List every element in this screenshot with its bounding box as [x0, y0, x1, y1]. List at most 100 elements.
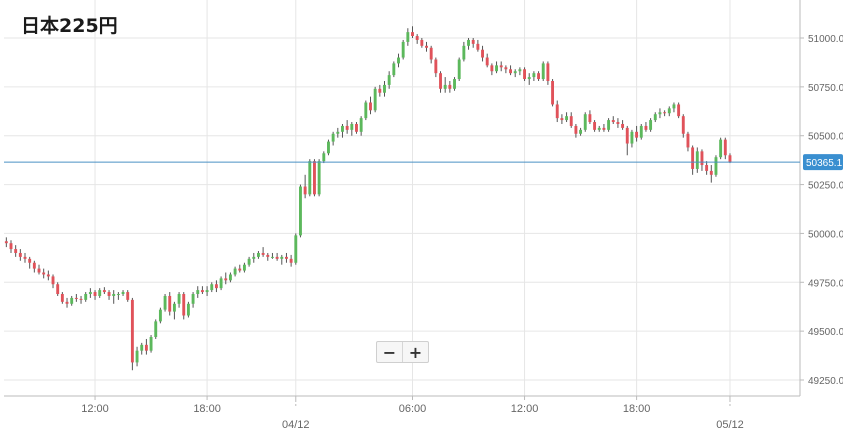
- candle-body-down: [681, 116, 685, 134]
- candle: [504, 65, 508, 74]
- candle: [289, 254, 293, 267]
- candle-body-up: [579, 129, 583, 134]
- candle-body-down: [691, 147, 695, 169]
- candle-body-up: [186, 303, 190, 316]
- candle: [588, 110, 592, 124]
- candle-body-up: [392, 63, 396, 76]
- candle: [4, 237, 8, 248]
- candle: [369, 96, 372, 115]
- candle: [252, 252, 256, 263]
- candle-body-up: [88, 292, 92, 295]
- candle-body-down: [289, 258, 293, 263]
- candle-body-down: [476, 43, 480, 50]
- candle: [527, 73, 531, 85]
- candle-body-up: [252, 256, 256, 259]
- candle-body-up: [98, 290, 102, 296]
- candle-body-down: [663, 112, 667, 114]
- candle-body-up: [583, 114, 587, 130]
- candles-layer: [4, 26, 732, 371]
- candle-body-up: [116, 294, 120, 296]
- candle: [303, 174, 307, 199]
- candle: [593, 120, 597, 132]
- candle: [406, 28, 410, 46]
- candle: [135, 346, 139, 367]
- candle-body-down: [593, 122, 597, 130]
- candle: [387, 71, 391, 89]
- candle-body-down: [635, 131, 639, 138]
- candle-body-up: [140, 344, 144, 351]
- candle-body-up: [518, 69, 522, 72]
- candle: [79, 295, 83, 304]
- candle-body-down: [23, 256, 27, 259]
- candle-body-down: [37, 268, 41, 273]
- candle-body-down: [411, 32, 414, 37]
- candle: [565, 112, 569, 123]
- candle-body-down: [355, 123, 358, 132]
- candle: [485, 53, 489, 68]
- y-tick-label: 50500.0: [808, 132, 843, 143]
- candle-body-down: [611, 120, 615, 123]
- candle-body-down: [238, 268, 242, 271]
- candle: [196, 286, 200, 298]
- candle: [686, 131, 690, 152]
- candle: [700, 149, 704, 171]
- candle-body-up: [457, 59, 461, 80]
- candle-body-up: [280, 256, 284, 259]
- candle: [65, 297, 69, 308]
- instrument-title: 日本225円: [21, 15, 118, 37]
- candle-body-up: [406, 32, 410, 42]
- candle-body-down: [42, 272, 46, 275]
- candle-body-down: [700, 151, 704, 166]
- candle: [60, 292, 64, 304]
- candle-body-down: [434, 59, 438, 74]
- candle: [51, 274, 55, 289]
- candle-body-down: [18, 252, 22, 257]
- candle: [569, 112, 573, 128]
- candle-body-up: [695, 151, 699, 169]
- candle-body-up: [336, 131, 340, 134]
- zoom-in-button[interactable]: +: [402, 342, 428, 362]
- candle-body-up: [256, 252, 260, 257]
- candle: [23, 252, 27, 263]
- candle: [177, 292, 181, 308]
- candle-body-down: [439, 73, 442, 89]
- candle: [275, 252, 279, 261]
- candle-body-down: [224, 278, 228, 281]
- candle: [658, 108, 662, 119]
- candle-body-up: [177, 294, 181, 304]
- y-tick-label: 51000.0: [808, 34, 843, 45]
- candle-body-down: [546, 63, 550, 81]
- candle: [14, 245, 18, 257]
- candle: [154, 319, 158, 339]
- candle-body-up: [350, 123, 354, 130]
- candle-body-up: [462, 45, 466, 60]
- candle: [425, 41, 428, 52]
- candle-body-up: [719, 139, 723, 158]
- candle: [359, 116, 363, 136]
- candle-body-down: [504, 67, 508, 70]
- candle-body-up: [639, 125, 643, 138]
- candle-body-down: [429, 47, 433, 60]
- candle: [299, 184, 302, 238]
- candle: [107, 290, 111, 300]
- candle-body-up: [597, 127, 601, 130]
- candle-body-down: [574, 125, 578, 134]
- candle-body-up: [364, 102, 368, 119]
- candle: [555, 100, 559, 123]
- candle-body-down: [345, 125, 349, 130]
- candle-body-down: [74, 297, 78, 299]
- zoom-out-button[interactable]: −: [382, 342, 397, 362]
- candle: [270, 252, 274, 259]
- candle: [345, 120, 349, 134]
- candle: [219, 276, 223, 291]
- candle: [434, 57, 438, 78]
- candle-body-up: [658, 112, 662, 115]
- candle: [18, 249, 22, 261]
- candle: [214, 280, 218, 293]
- candle-body-down: [602, 127, 606, 130]
- candle: [681, 114, 685, 138]
- candle: [481, 45, 484, 62]
- candle: [205, 286, 209, 296]
- candle-body-up: [205, 290, 209, 293]
